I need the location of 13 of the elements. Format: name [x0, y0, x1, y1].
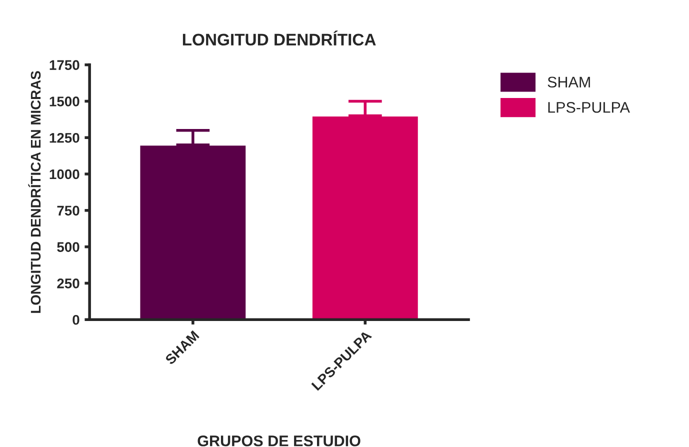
chart-title: LONGITUD DENDRÍTICA	[182, 30, 376, 46]
y-tick-label: 1250	[50, 132, 80, 143]
legend-label: SHAM	[548, 76, 590, 88]
y-tick-label: 500	[57, 242, 80, 252]
y-tick-label: 1500	[50, 96, 80, 106]
legend-label: LPS-PULPA	[548, 102, 630, 113]
y-tick-label: 250	[57, 278, 80, 288]
y-tick-label: 0	[72, 314, 80, 325]
y-tick-label: 1750	[50, 60, 80, 70]
y-axis-title: LONGITUD DENDRÍTICA EN MICRAS	[28, 71, 41, 313]
y-tick-label: 1000	[50, 169, 80, 180]
y-tick-label: 750	[57, 206, 80, 216]
x-axis-title: GRUPOS DE ESTUDIO	[198, 435, 360, 446]
